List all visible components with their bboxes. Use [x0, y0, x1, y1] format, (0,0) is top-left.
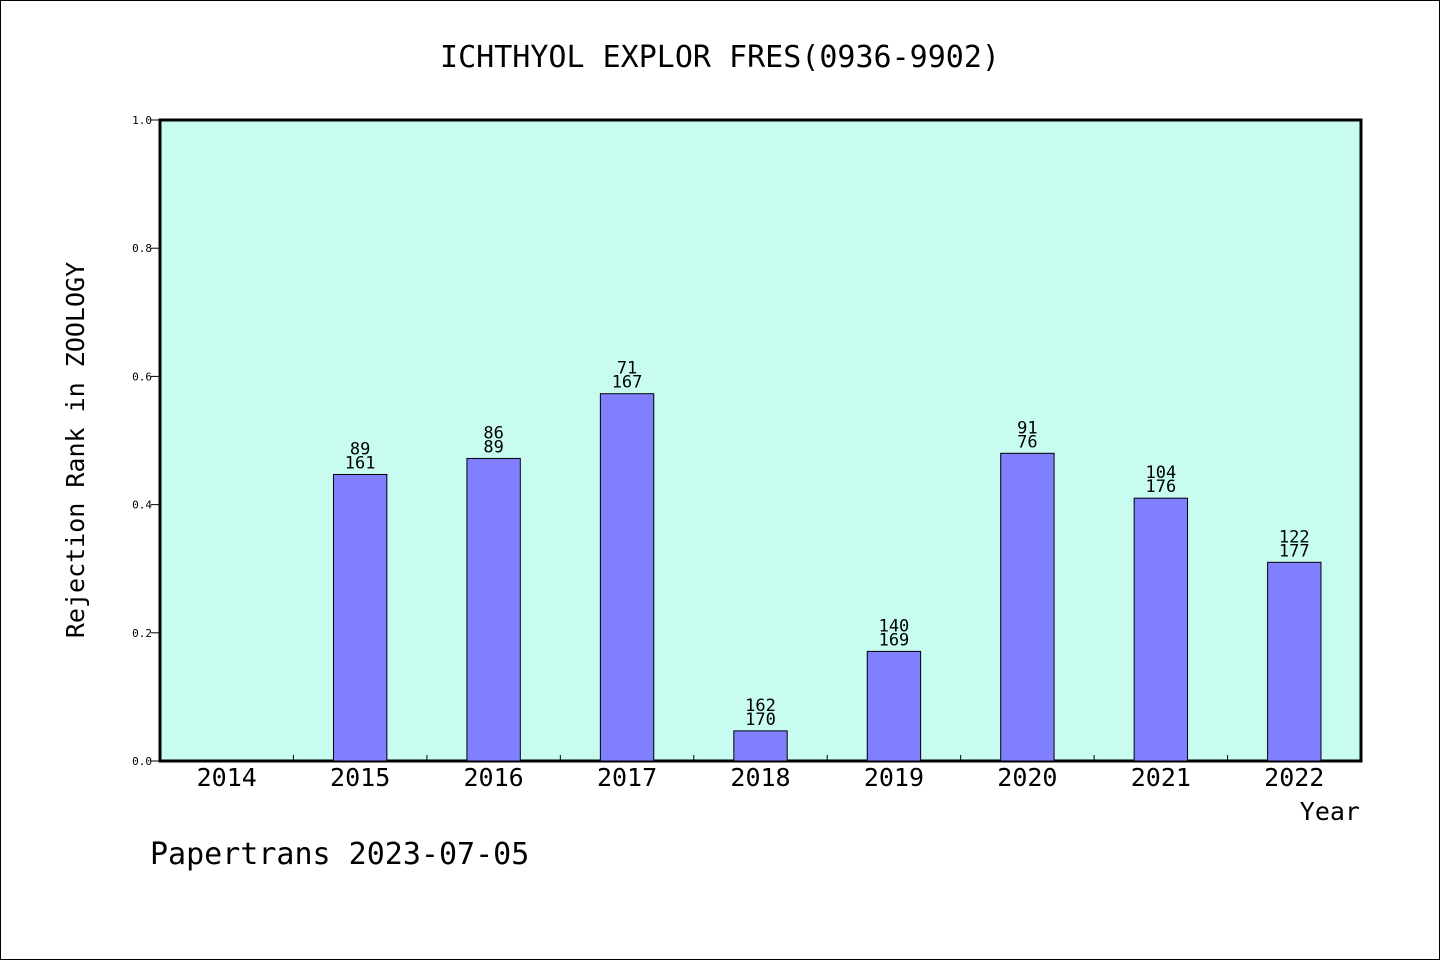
data-label-top: 162	[745, 696, 776, 716]
bar	[1133, 497, 1189, 762]
footer-text: Papertrans 2023-07-05	[150, 837, 529, 872]
x-tick-label: 2016	[464, 763, 524, 792]
x-tick-label: 2015	[330, 763, 390, 792]
bar	[866, 650, 922, 762]
x-tick-label: 2018	[730, 763, 790, 792]
bar	[466, 457, 521, 762]
y-tick-label: 0.4	[132, 499, 152, 512]
x-axis: 2014 2015 2016 2017 2018 2019 2020 2021 2022	[197, 755, 1324, 792]
y-tick-label: 0.2	[132, 627, 152, 640]
data-label-top: 71	[617, 359, 637, 379]
data-label-bottom: 167	[612, 373, 643, 393]
data-label-top: 91	[1017, 418, 1037, 438]
x-tick-label: 2020	[997, 763, 1057, 792]
x-tick-label: 2014	[197, 763, 257, 792]
y-tick-label: 1.0	[132, 114, 152, 127]
x-tick-label: 2022	[1264, 763, 1324, 792]
y-tick-label: 0.0	[132, 755, 152, 768]
x-axis-label: Year	[1300, 797, 1360, 826]
y-axis: 0.0 0.2 0.4 0.6 0.8 1.0	[132, 114, 160, 768]
chart-title: ICHTHYOL EXPLOR FRES(0936-9902)	[440, 40, 1000, 75]
bar	[1267, 561, 1322, 762]
bar	[332, 473, 388, 762]
data-label-bottom: 161	[345, 453, 376, 473]
x-tick-label: 2019	[864, 763, 924, 792]
data-labels: 8916186897116716217014016991761041761221…	[345, 359, 1310, 730]
y-axis-label: Rejection Rank in ZOOLOGY	[61, 262, 90, 638]
bar	[733, 730, 788, 762]
data-label-top: 122	[1279, 527, 1310, 547]
y-tick-label: 0.8	[132, 242, 152, 255]
data-label-top: 140	[879, 616, 910, 636]
data-label-bottom: 76	[1017, 432, 1037, 452]
data-label-bottom: 89	[483, 437, 503, 457]
data-label-bottom: 177	[1279, 541, 1310, 561]
x-tick-label: 2021	[1131, 763, 1191, 792]
bars	[332, 393, 1322, 762]
y-tick-label: 0.6	[132, 370, 152, 383]
bar	[1000, 452, 1055, 762]
data-label-bottom: 170	[745, 710, 776, 730]
data-label-top: 89	[350, 439, 370, 459]
data-label-top: 86	[483, 423, 503, 443]
x-tick-label: 2017	[597, 763, 657, 792]
data-label-top: 104	[1145, 463, 1176, 483]
data-label-bottom: 169	[879, 630, 910, 650]
data-label-bottom: 176	[1145, 477, 1176, 497]
bar	[599, 393, 655, 762]
